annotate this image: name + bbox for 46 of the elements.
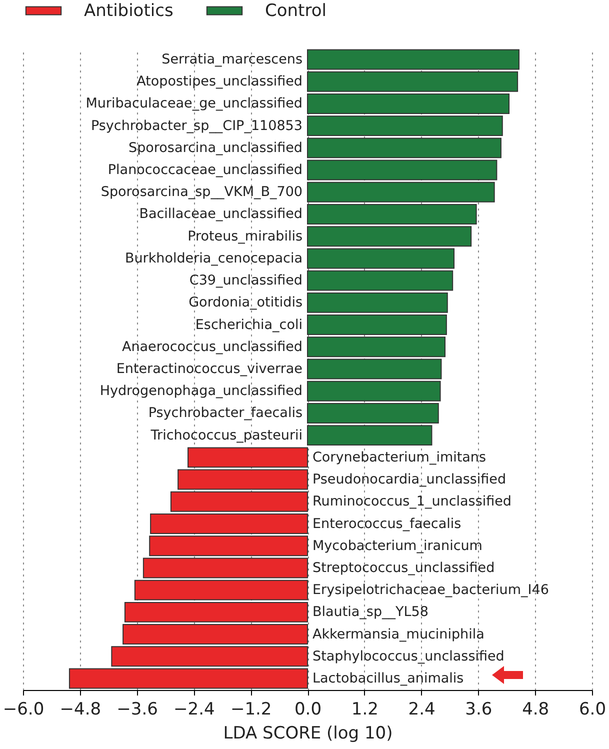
x-tick-label: 6.0 xyxy=(578,700,606,720)
y-tick-label: Escherichia_coli xyxy=(195,316,302,333)
y-tick-label: Hydrogenophaga_unclassified xyxy=(100,383,302,400)
y-tick-label: C39_unclassified xyxy=(189,272,302,289)
y-tick-label: Corynebacterium_imitans xyxy=(312,449,486,466)
y-tick-label: Staphylococcus_unclassified xyxy=(312,648,504,664)
y-tick-label: Muribaculaceae_ge_unclassified xyxy=(86,96,302,112)
y-tick-label: Sporosarcina_sp__VKM_B_700 xyxy=(100,184,302,200)
x-tick-label: 1.2 xyxy=(351,700,378,720)
y-tick-label: Burkholderia_cenocepacia xyxy=(124,250,302,266)
x-tick-label: −1.2 xyxy=(230,700,272,720)
bar xyxy=(68,668,308,689)
x-tick-label: 3.6 xyxy=(465,700,492,720)
x-tick-label: 2.4 xyxy=(408,700,436,720)
y-tick-label: Sporosarcina_unclassified xyxy=(128,140,302,156)
y-tick-label: Ruminococcus_1_unclassified xyxy=(312,494,512,510)
y-tick-label: Planococcaceae_unclassified xyxy=(108,162,302,178)
y-tick-label: Enterococcus_faecalis xyxy=(312,516,462,532)
y-tick-label: Akkermansia_muciniphila xyxy=(312,626,484,642)
y-tick-label: Proteus_mirabilis xyxy=(188,228,302,244)
x-tick-label: −6.0 xyxy=(2,700,44,720)
y-tick-label: Serratia_marcescens xyxy=(162,51,302,68)
y-tick-label: Pseudonocardia_unclassified xyxy=(312,472,506,488)
y-tick-label: Bacillaceae_unclassified xyxy=(139,206,302,222)
legend-label: Antibiotics xyxy=(84,0,174,21)
y-tick-label: Enteractinococcus_viverrae xyxy=(116,361,302,377)
x-tick-label: 0.0 xyxy=(294,700,322,720)
x-axis-title: LDA SCORE (log 10) xyxy=(223,724,393,744)
y-tick-label: Lactobacillus_animalis xyxy=(312,670,464,687)
y-tick-label: Streptococcus_unclassified xyxy=(312,560,495,576)
x-tick-label: −4.8 xyxy=(60,700,102,720)
y-tick-label: Erysipelotrichaceae_bacterium_I46 xyxy=(312,582,549,598)
y-tick-label: Atopostipes_unclassified xyxy=(136,74,302,90)
y-tick-label: Gordonia_otitidis xyxy=(188,294,302,311)
y-tick-label: Anaerococcus_unclassified xyxy=(122,338,302,355)
y-tick-label: Psychrobacter_faecalis xyxy=(148,405,302,422)
y-tick-label: Psychrobacter_sp__CIP_110853 xyxy=(90,118,302,134)
y-tick-label: Mycobacterium_iranicum xyxy=(312,538,482,554)
x-tick-label: −2.4 xyxy=(174,700,215,720)
x-tick-label: 4.8 xyxy=(522,700,550,720)
y-tick-label: Blautia_sp__YL58 xyxy=(312,604,428,620)
x-tick-label: −3.6 xyxy=(116,700,158,720)
bar xyxy=(307,49,520,70)
y-tick-label: Trichococcus_pasteurii xyxy=(150,427,302,444)
legend-label: Control xyxy=(265,0,326,21)
bar xyxy=(307,358,442,380)
